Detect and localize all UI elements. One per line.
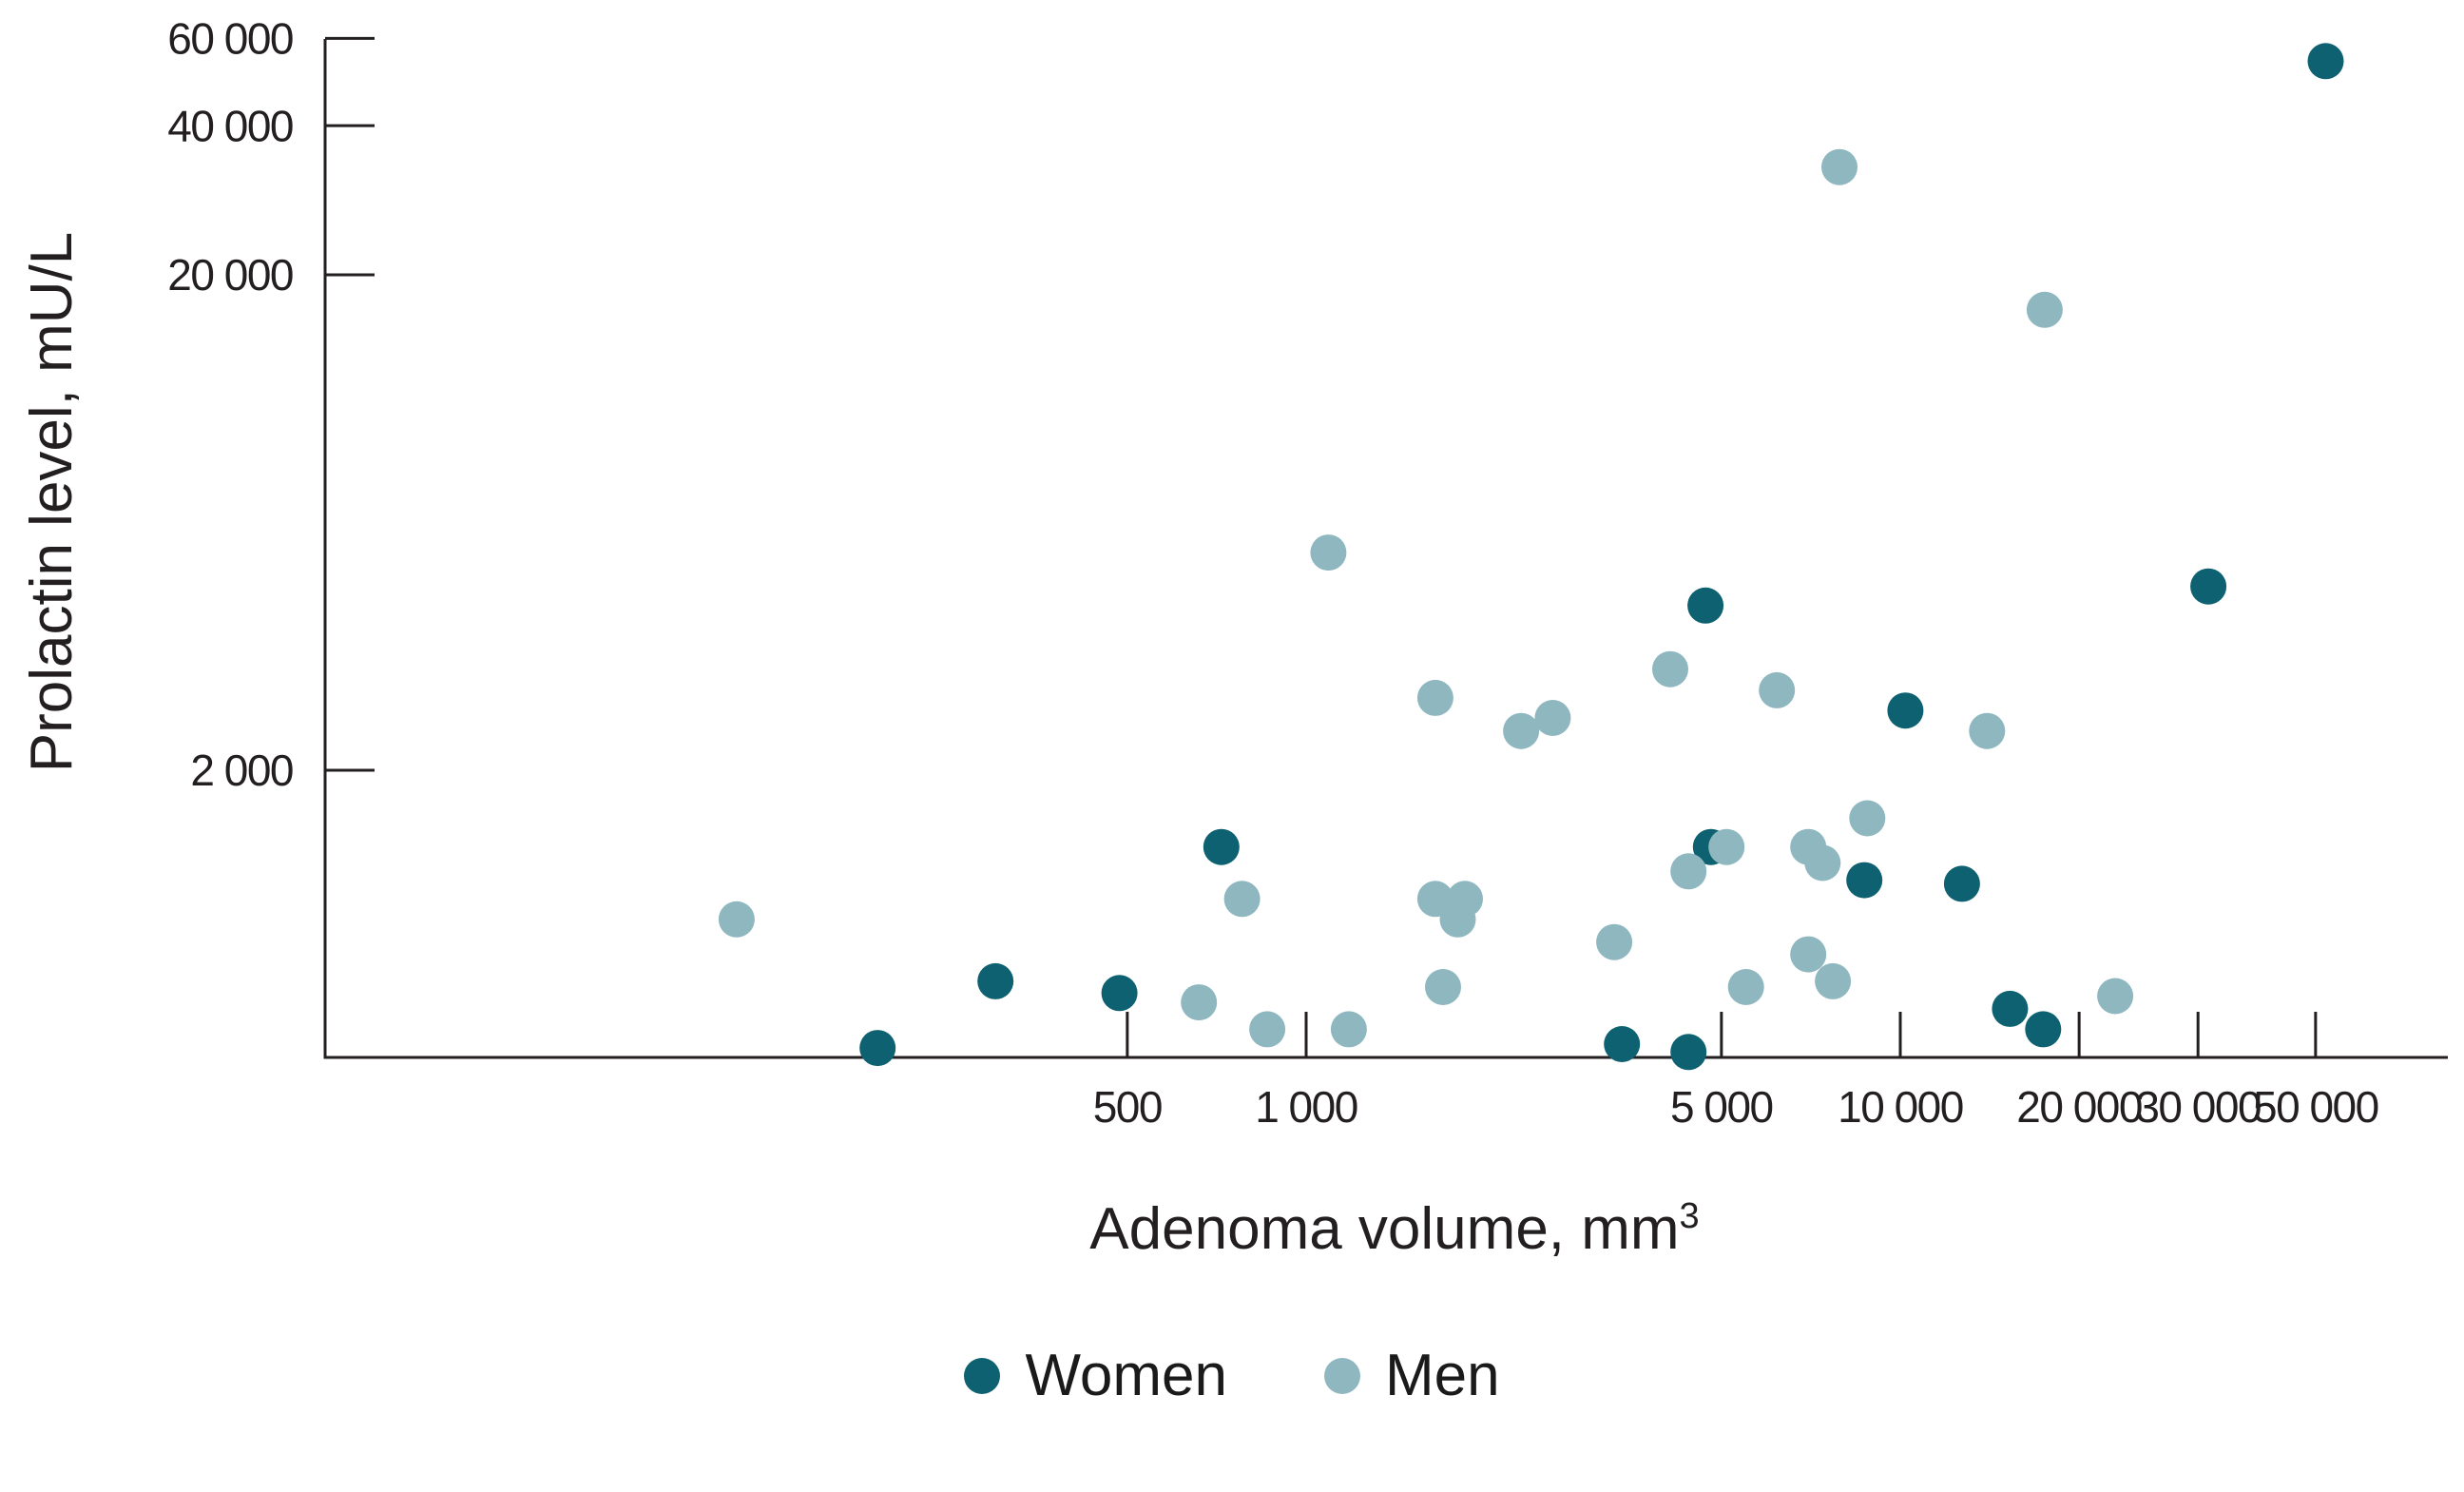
data-point-men: [1849, 800, 1886, 837]
data-point-men: [2097, 978, 2134, 1015]
data-point-men: [1815, 962, 1852, 999]
data-point-men: [1416, 679, 1453, 716]
data-point-women: [1670, 1034, 1707, 1071]
legend: Women Men: [0, 1347, 2464, 1405]
y-tick-label: 60 000: [167, 14, 293, 64]
y-tick-label: 20 000: [167, 250, 293, 300]
data-point-men: [1708, 828, 1745, 865]
data-point-men: [1249, 1011, 1286, 1048]
data-point-men: [1821, 148, 1858, 185]
legend-women-swatch: [964, 1358, 1001, 1394]
data-point-men: [1503, 712, 1540, 749]
legend-women-label: Women: [1025, 1343, 1227, 1408]
data-point-men: [1670, 853, 1707, 890]
x-tick-label: 5 000: [1670, 1082, 1773, 1132]
data-point-women: [1101, 975, 1138, 1012]
data-point-men: [1969, 712, 2006, 749]
y-tick-label: 2 000: [190, 746, 293, 795]
data-point-men: [1425, 969, 1461, 1005]
data-point-women: [1604, 1026, 1641, 1062]
data-point-men: [2026, 291, 2063, 328]
y-axis-title: Prolactin level, mU/L: [19, 231, 85, 773]
data-point-women: [2307, 43, 2344, 80]
data-point-women: [2190, 568, 2227, 605]
data-point-women: [1887, 692, 1924, 729]
y-tick-label: 40 000: [167, 101, 293, 150]
x-axis-title-superscript: 3: [1679, 1196, 1700, 1236]
x-tick-label: 30 000: [2135, 1082, 2261, 1132]
x-axis-title-text: Adenoma volume, mm: [1089, 1196, 1680, 1262]
data-point-men: [1223, 881, 1261, 918]
legend-spacer: [1252, 1376, 1299, 1377]
x-tick-label: 500: [1093, 1082, 1162, 1132]
data-point-men: [1181, 984, 1218, 1021]
axis-lines: [323, 39, 2448, 1059]
data-point-women: [1203, 828, 1240, 865]
data-point-men: [1759, 671, 1796, 708]
data-point-women: [1992, 990, 2029, 1027]
data-point-men: [1534, 700, 1571, 736]
data-point-women: [859, 1030, 896, 1067]
data-point-women: [1846, 862, 1883, 899]
x-axis-title: Adenoma volume, mm3: [325, 1198, 2464, 1259]
x-tick-label: 10 000: [1838, 1082, 1963, 1132]
data-point-women: [2025, 1011, 2062, 1048]
data-point-men: [1804, 844, 1841, 882]
x-tick-label: 20 000: [2016, 1082, 2142, 1132]
data-point-women: [1943, 865, 1980, 902]
data-point-men: [1727, 969, 1764, 1005]
legend-men-label: Men: [1384, 1343, 1500, 1408]
data-point-men: [1652, 650, 1688, 688]
data-point-men: [1330, 1011, 1367, 1048]
data-point-women: [1687, 587, 1724, 624]
data-point-men: [1596, 923, 1633, 960]
data-point-men: [1310, 534, 1347, 572]
x-tick-label: 50 000: [2253, 1082, 2378, 1132]
data-point-men: [1790, 936, 1827, 973]
x-tick-label: 1 000: [1255, 1082, 1357, 1132]
legend-men-swatch: [1323, 1358, 1360, 1394]
data-point-men: [718, 901, 755, 938]
data-point-men: [1447, 881, 1483, 918]
data-point-women: [977, 962, 1014, 999]
